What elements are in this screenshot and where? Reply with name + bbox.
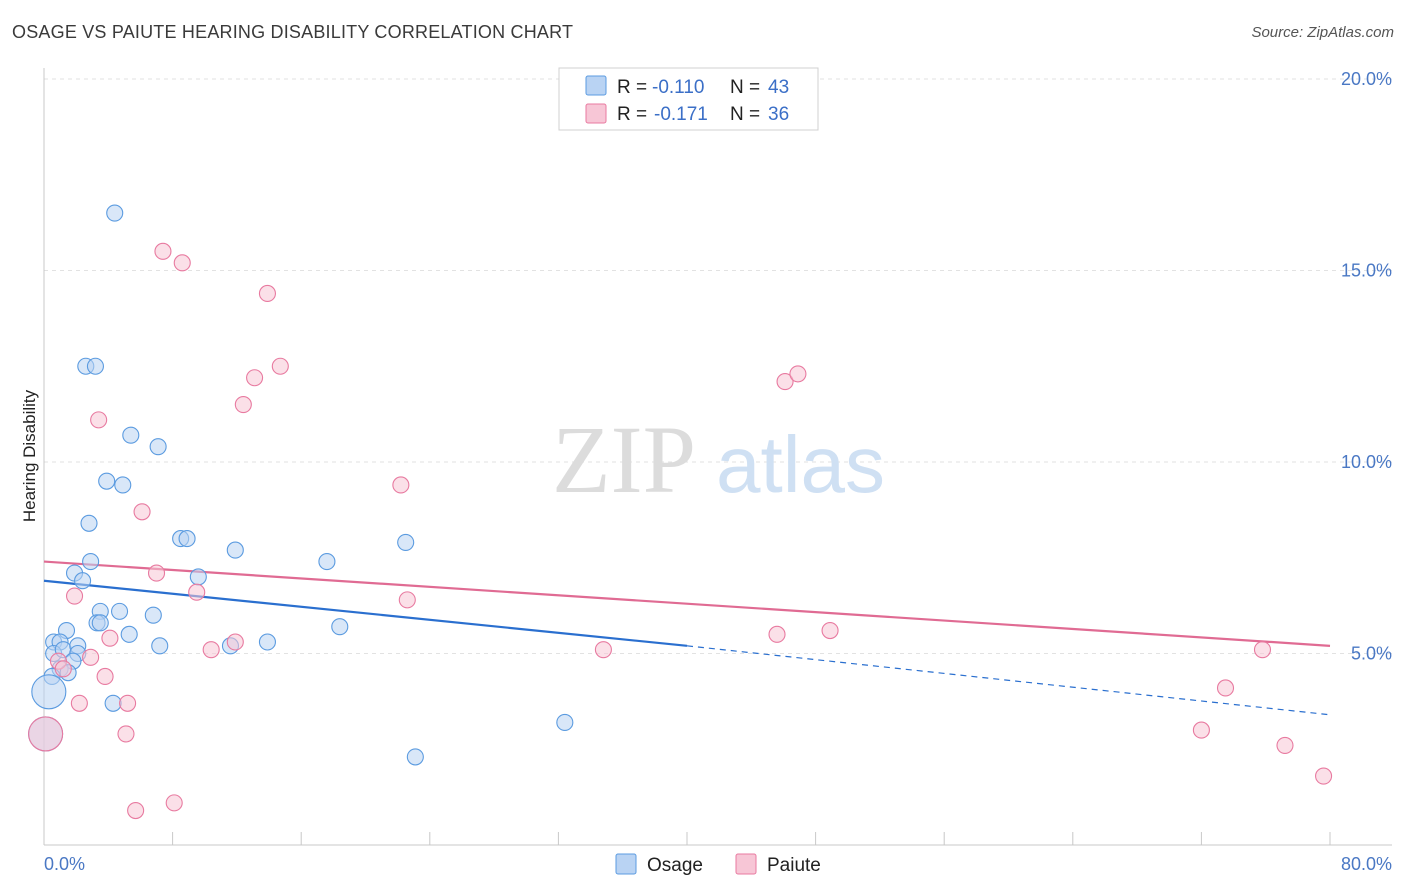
point-paiute <box>154 242 172 260</box>
trend-line-paiute <box>43 560 1331 647</box>
point-paiute <box>226 633 244 651</box>
point-paiute <box>188 583 206 601</box>
point-osage <box>397 533 415 551</box>
bottom-legend: Osage Paiute <box>615 853 821 876</box>
watermark-atlas: atlas <box>716 420 885 509</box>
point-osage <box>91 614 109 632</box>
point-paiute <box>101 629 119 647</box>
legend-r-label-osage: R = <box>617 77 647 98</box>
point-paiute <box>127 801 145 820</box>
bottom-legend-swatch-osage <box>615 853 637 875</box>
legend-n-label-paiute: N = <box>730 104 760 125</box>
y-tick-labels: 5.0% 10.0% 15.0% 20.0% <box>1341 69 1392 664</box>
point-osage <box>80 514 98 532</box>
y-axis-label: Hearing Disability <box>20 389 39 522</box>
point-paiute <box>65 587 84 605</box>
source-label: Source: ZipAtlas.com <box>1251 24 1394 41</box>
point-osage <box>144 606 162 624</box>
legend-r-value-paiute: -0.171 <box>654 104 708 125</box>
point-osage <box>86 357 104 375</box>
point-osage <box>114 476 132 494</box>
legend-n-value-osage: 43 <box>768 77 789 98</box>
point-paiute <box>147 564 166 582</box>
point-paiute <box>1192 721 1210 739</box>
point-paiute <box>776 373 794 391</box>
point-paiute <box>1253 641 1272 659</box>
point-osage <box>331 618 349 636</box>
point-osage <box>31 674 67 710</box>
point-paiute <box>117 725 135 743</box>
point-paiute <box>28 716 64 752</box>
point-paiute <box>165 794 183 812</box>
point-paiute <box>90 411 108 429</box>
point-osage <box>82 553 100 571</box>
chart-title: OSAGE VS PAIUTE HEARING DISABILITY CORRE… <box>12 22 574 42</box>
x-tick-label-max: 80.0% <box>1341 854 1392 874</box>
trend-lines <box>43 560 1331 716</box>
point-osage <box>151 637 169 655</box>
point-paiute <box>96 667 114 686</box>
point-paiute <box>173 254 191 272</box>
point-paiute <box>789 365 807 383</box>
point-paiute <box>1276 736 1294 754</box>
bottom-legend-paiute: Paiute <box>767 855 821 876</box>
legend-swatch-paiute <box>585 103 607 124</box>
point-osage <box>178 530 196 548</box>
watermark: ZIP atlas <box>552 406 885 513</box>
point-paiute <box>821 621 839 640</box>
point-paiute <box>54 660 72 678</box>
legend-n-value-paiute: 36 <box>768 104 789 125</box>
watermark-zip: ZIP <box>552 406 696 513</box>
point-paiute <box>1216 679 1235 697</box>
point-osage <box>104 694 122 712</box>
legend-swatch-osage <box>585 75 607 96</box>
legend: R = -0.110 N = 43 R = -0.171 N = 36 <box>558 67 819 131</box>
point-osage <box>556 713 574 731</box>
point-paiute <box>246 369 264 387</box>
point-osage <box>98 472 116 490</box>
trend-line-osage <box>43 579 688 647</box>
x-tick-label-min: 0.0% <box>44 854 85 874</box>
point-paiute <box>258 284 276 303</box>
point-osage <box>226 541 244 559</box>
point-osage <box>122 426 140 444</box>
y-tick-label: 10.0% <box>1341 452 1392 472</box>
y-tick-label: 20.0% <box>1341 69 1392 89</box>
gridlines <box>44 78 1392 654</box>
legend-n-label-osage: N = <box>730 77 760 98</box>
bottom-legend-osage: Osage <box>647 855 703 876</box>
bottom-legend-swatch-paiute <box>735 853 757 875</box>
axes <box>43 68 1392 846</box>
point-osage <box>74 572 92 590</box>
point-paiute <box>133 503 151 521</box>
point-paiute <box>392 476 410 494</box>
data-points <box>28 204 1333 820</box>
legend-r-label-paiute: R = <box>617 104 647 125</box>
y-tick-label: 15.0% <box>1341 261 1392 281</box>
point-paiute <box>82 648 100 666</box>
point-paiute <box>768 625 786 643</box>
point-paiute <box>119 694 137 712</box>
point-osage <box>111 602 129 620</box>
point-paiute <box>70 694 88 712</box>
y-tick-label: 5.0% <box>1351 644 1392 664</box>
point-osage <box>106 204 124 222</box>
point-paiute <box>1315 767 1333 785</box>
legend-r-value-osage: -0.110 <box>652 77 704 98</box>
point-osage <box>189 568 207 586</box>
point-osage <box>406 748 424 766</box>
point-paiute <box>202 641 220 659</box>
point-osage <box>120 625 138 643</box>
point-paiute <box>234 395 252 414</box>
point-osage <box>318 553 336 571</box>
trend-line-osage-extension <box>686 645 1331 716</box>
point-osage <box>149 438 167 456</box>
point-paiute <box>271 357 289 375</box>
point-osage <box>258 633 276 651</box>
x-tick-labels: 0.0% 80.0% <box>44 854 1392 874</box>
point-paiute <box>594 641 612 659</box>
point-paiute <box>398 591 416 609</box>
